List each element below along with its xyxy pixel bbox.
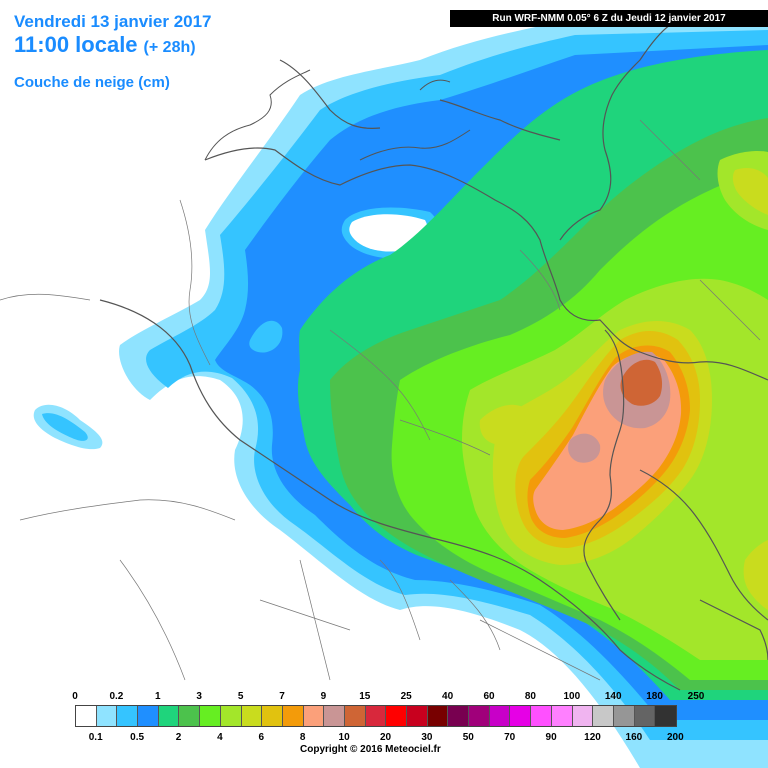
legend-label-top: 15 [359,691,371,702]
legend-swatch [386,706,407,726]
legend-swatch [344,706,366,726]
legend-label-bottom: 20 [379,732,392,743]
legend-swatch [200,706,221,726]
legend-swatch [551,706,573,726]
legend-swatch [489,706,511,726]
legend-swatch [365,706,387,726]
coastline [204,69,471,161]
legend-label-top: 7 [279,691,285,702]
legend-label-bottom: 70 [504,732,516,743]
copyright: Copyright © 2016 Meteociel.fr [300,744,441,755]
legend-label-top: 40 [442,691,454,702]
legend-label-top: 100 [563,691,581,702]
legend-swatch [96,706,118,726]
legend-swatch [572,706,594,726]
legend-swatch [593,706,614,726]
legend-label-top: 25 [400,691,412,702]
legend-swatch [469,706,490,726]
legend-swatch [613,706,635,726]
legend-label-top: 140 [604,691,622,702]
legend-label-bottom: 200 [666,732,684,743]
color-legend: 0 0.2 1 3 5 7 9 15 25 40 60 80 100 140 180 250 0.1 0.5 2 4 6… [60,688,710,758]
legend-swatch [407,706,428,726]
legend-label-bottom: 2 [175,732,182,743]
legend-swatch [117,706,139,726]
legend-label-bottom: 160 [625,732,643,743]
legend-label-top: 5 [237,691,244,702]
region-borders [0,119,761,681]
legend-label-top: 3 [196,691,202,702]
legend-label-top: 180 [646,691,663,702]
country-borders [99,24,768,691]
legend-label-bottom: 120 [584,732,601,743]
legend-label-bottom: 90 [545,732,557,743]
legend-swatch [179,706,201,726]
legend-label-top: 1 [155,691,161,702]
legend-swatch [262,706,283,726]
legend-swatch [510,706,532,726]
legend-swatch [324,706,345,726]
legend-label-bottom: 0.5 [130,732,145,743]
legend-swatch [634,706,656,726]
legend-label-top: 60 [483,691,495,702]
legend-label-bottom: 10 [338,732,350,743]
legend-label-top: 0 [72,691,78,702]
legend-label-top: 9 [320,691,327,702]
legend-swatch [303,706,325,726]
legend-swatch [427,706,449,726]
legend-swatch [282,706,304,726]
legend-swatch [655,706,676,726]
legend-label-bottom: 50 [462,732,474,743]
legend-label-bottom: 8 [299,732,306,743]
legend-label-bottom: 6 [258,732,265,743]
legend-swatch [448,706,470,726]
legend-label-bottom: 0.1 [88,732,103,743]
legend-swatch [531,706,552,726]
legend-swatch [241,706,263,726]
parameter-label: Couche de neige (cm) [14,74,170,91]
run-banner: Run WRF-NMM 0.05° 6 Z du Jeudi 12 janvie… [450,10,768,27]
legend-label-top: 80 [524,691,536,702]
legend-label-top: 250 [687,691,705,702]
snow-zone-40 [620,359,663,406]
legend-swatches [75,705,677,727]
legend-swatch [76,706,97,726]
legend-swatch [220,706,242,726]
forecast-time-label: 11:00 locale [14,32,138,57]
legend-label-top: 0.2 [109,691,124,702]
forecast-time: 11:00 locale (+ 28h) [14,32,196,58]
forecast-date: Vendredi 13 janvier 2017 [14,12,212,31]
legend-label-bottom: 30 [421,732,433,743]
legend-swatch [138,706,159,726]
legend-label-bottom: 4 [217,732,223,743]
forecast-offset: (+ 28h) [143,39,196,56]
legend-swatch [158,706,180,726]
